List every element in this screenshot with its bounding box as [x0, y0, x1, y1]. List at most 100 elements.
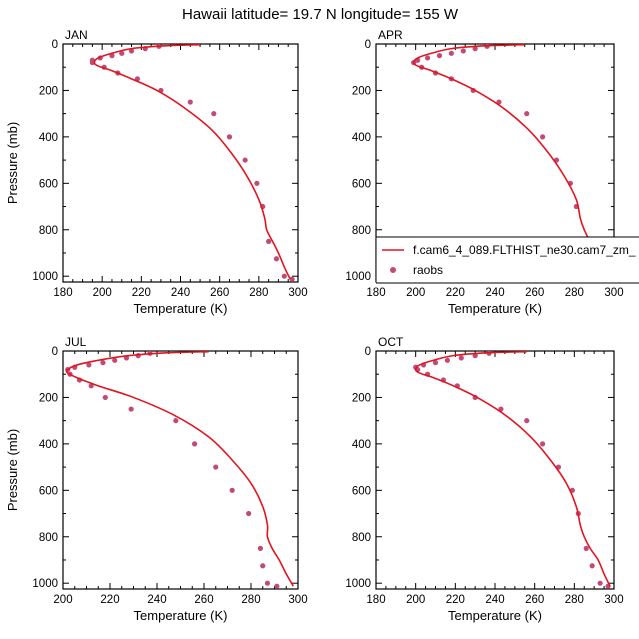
raobs-point [444, 357, 450, 363]
x-tick-label: 200 [406, 594, 425, 606]
y-tick-label: 400 [39, 439, 58, 451]
y-tick-label: 0 [365, 39, 371, 51]
plot-data [65, 351, 294, 589]
panel-month-label: APR [378, 28, 403, 42]
y-tick-label: 1000 [345, 578, 371, 590]
raobs-point [273, 256, 280, 262]
raobs-point [102, 394, 108, 401]
y-tick-label: 0 [365, 346, 371, 358]
x-tick-label: 240 [147, 594, 166, 606]
raobs-point [187, 99, 193, 105]
plot-data [413, 351, 611, 589]
x-tick-label: 260 [525, 594, 544, 606]
y-tick-label: 800 [352, 532, 371, 544]
raobs-point [254, 180, 260, 186]
x-tick-label: 220 [446, 594, 465, 606]
x-tick-label: 300 [288, 594, 307, 606]
y-tick-label: 800 [39, 225, 58, 237]
y-tick-label: 1000 [32, 271, 58, 283]
panel-month-label: JAN [65, 28, 88, 42]
y-tick-label: 0 [52, 39, 58, 51]
raobs-point [472, 46, 478, 52]
x-tick-label: 260 [194, 594, 213, 606]
panel-oct: OCT 180 200 220 240 260 280 300 0 200 400 600 800 100… [345, 335, 623, 623]
x-tick-label: 300 [604, 594, 623, 606]
raobs-point [589, 563, 595, 569]
x-tick-label: 240 [485, 594, 504, 606]
plot-frame [62, 43, 299, 283]
x-tick-label: 260 [210, 287, 229, 299]
y-tick-label: 600 [39, 178, 58, 190]
plot-frame [62, 350, 299, 590]
legend-background [376, 237, 639, 283]
raobs-point [257, 545, 263, 551]
raobs-point [424, 55, 431, 61]
raobs-point [460, 48, 466, 54]
y-tick-label: 1000 [32, 578, 58, 590]
raobs-point [100, 360, 106, 366]
y-tick-label: 600 [352, 485, 371, 497]
raobs-point [211, 111, 217, 117]
y-tick-label: 1000 [345, 271, 371, 283]
x-tick-label: 240 [171, 287, 190, 299]
raobs-point [583, 545, 589, 551]
y-tick-label: 800 [39, 532, 58, 544]
x-tick-label: 200 [406, 287, 425, 299]
raobs-point [540, 441, 546, 447]
x-tick-label: 220 [100, 594, 119, 606]
raobs-point [266, 238, 272, 244]
x-tick-label: 280 [565, 287, 584, 299]
raobs-point [436, 53, 443, 59]
raobs-point [524, 418, 530, 424]
y-tick-label: 200 [39, 392, 58, 404]
raobs-point [597, 580, 603, 586]
raobs-point [128, 48, 135, 54]
raobs-point [86, 362, 92, 368]
panel-month-label: JUL [65, 335, 87, 349]
x-tick-label: 300 [604, 287, 623, 299]
raobs-point [242, 157, 248, 163]
panels: JAN 180 200 220 240 260 280 300 0 200 400 600 800 100… [5, 28, 624, 623]
raobs-point [289, 276, 295, 282]
raobs-point [274, 583, 280, 589]
raobs-point [192, 441, 198, 447]
x-tick-label: 300 [288, 287, 307, 299]
x-axis-label: Temperature (K) [448, 608, 542, 623]
raobs-point [89, 59, 95, 66]
plot-data [89, 44, 295, 282]
y-tick-label: 400 [352, 132, 371, 144]
x-tick-label: 180 [366, 287, 385, 299]
raobs-point [260, 563, 266, 569]
raobs-point [281, 273, 287, 279]
x-tick-label: 260 [525, 287, 544, 299]
y-axis-label: Pressure (mb) [5, 429, 20, 511]
raobs-point [448, 50, 454, 56]
raobs-point [119, 50, 125, 56]
x-tick-label: 240 [485, 287, 504, 299]
model-profile-line [93, 44, 291, 280]
x-tick-label: 280 [241, 594, 260, 606]
y-tick-label: 400 [39, 132, 58, 144]
x-tick-label: 220 [132, 287, 151, 299]
x-tick-label: 180 [53, 287, 72, 299]
y-tick-label: 200 [352, 85, 371, 97]
x-tick-label: 200 [53, 594, 72, 606]
plot-frame [375, 350, 615, 590]
raobs-point [128, 406, 134, 412]
raobs-point [540, 134, 546, 140]
figure-title: Hawaii latitude= 19.7 N longitude= 155 W [182, 6, 459, 23]
raobs-point [213, 464, 219, 470]
raobs-point [226, 134, 233, 140]
x-tick-label: 280 [249, 287, 268, 299]
y-tick-label: 400 [352, 439, 371, 451]
panel-jul: JUL 200 220 240 260 280 300 0 200 400 600 800 1000 Te… [5, 335, 308, 623]
model-profile-line [65, 351, 294, 587]
x-axis-label: Temperature (K) [134, 608, 228, 623]
y-tick-label: 200 [39, 85, 58, 97]
y-tick-label: 600 [39, 485, 58, 497]
y-tick-label: 600 [352, 178, 371, 190]
legend-obs-swatch [390, 267, 396, 273]
raobs-point [264, 580, 271, 586]
legend-obs-label: raobs [413, 263, 443, 277]
